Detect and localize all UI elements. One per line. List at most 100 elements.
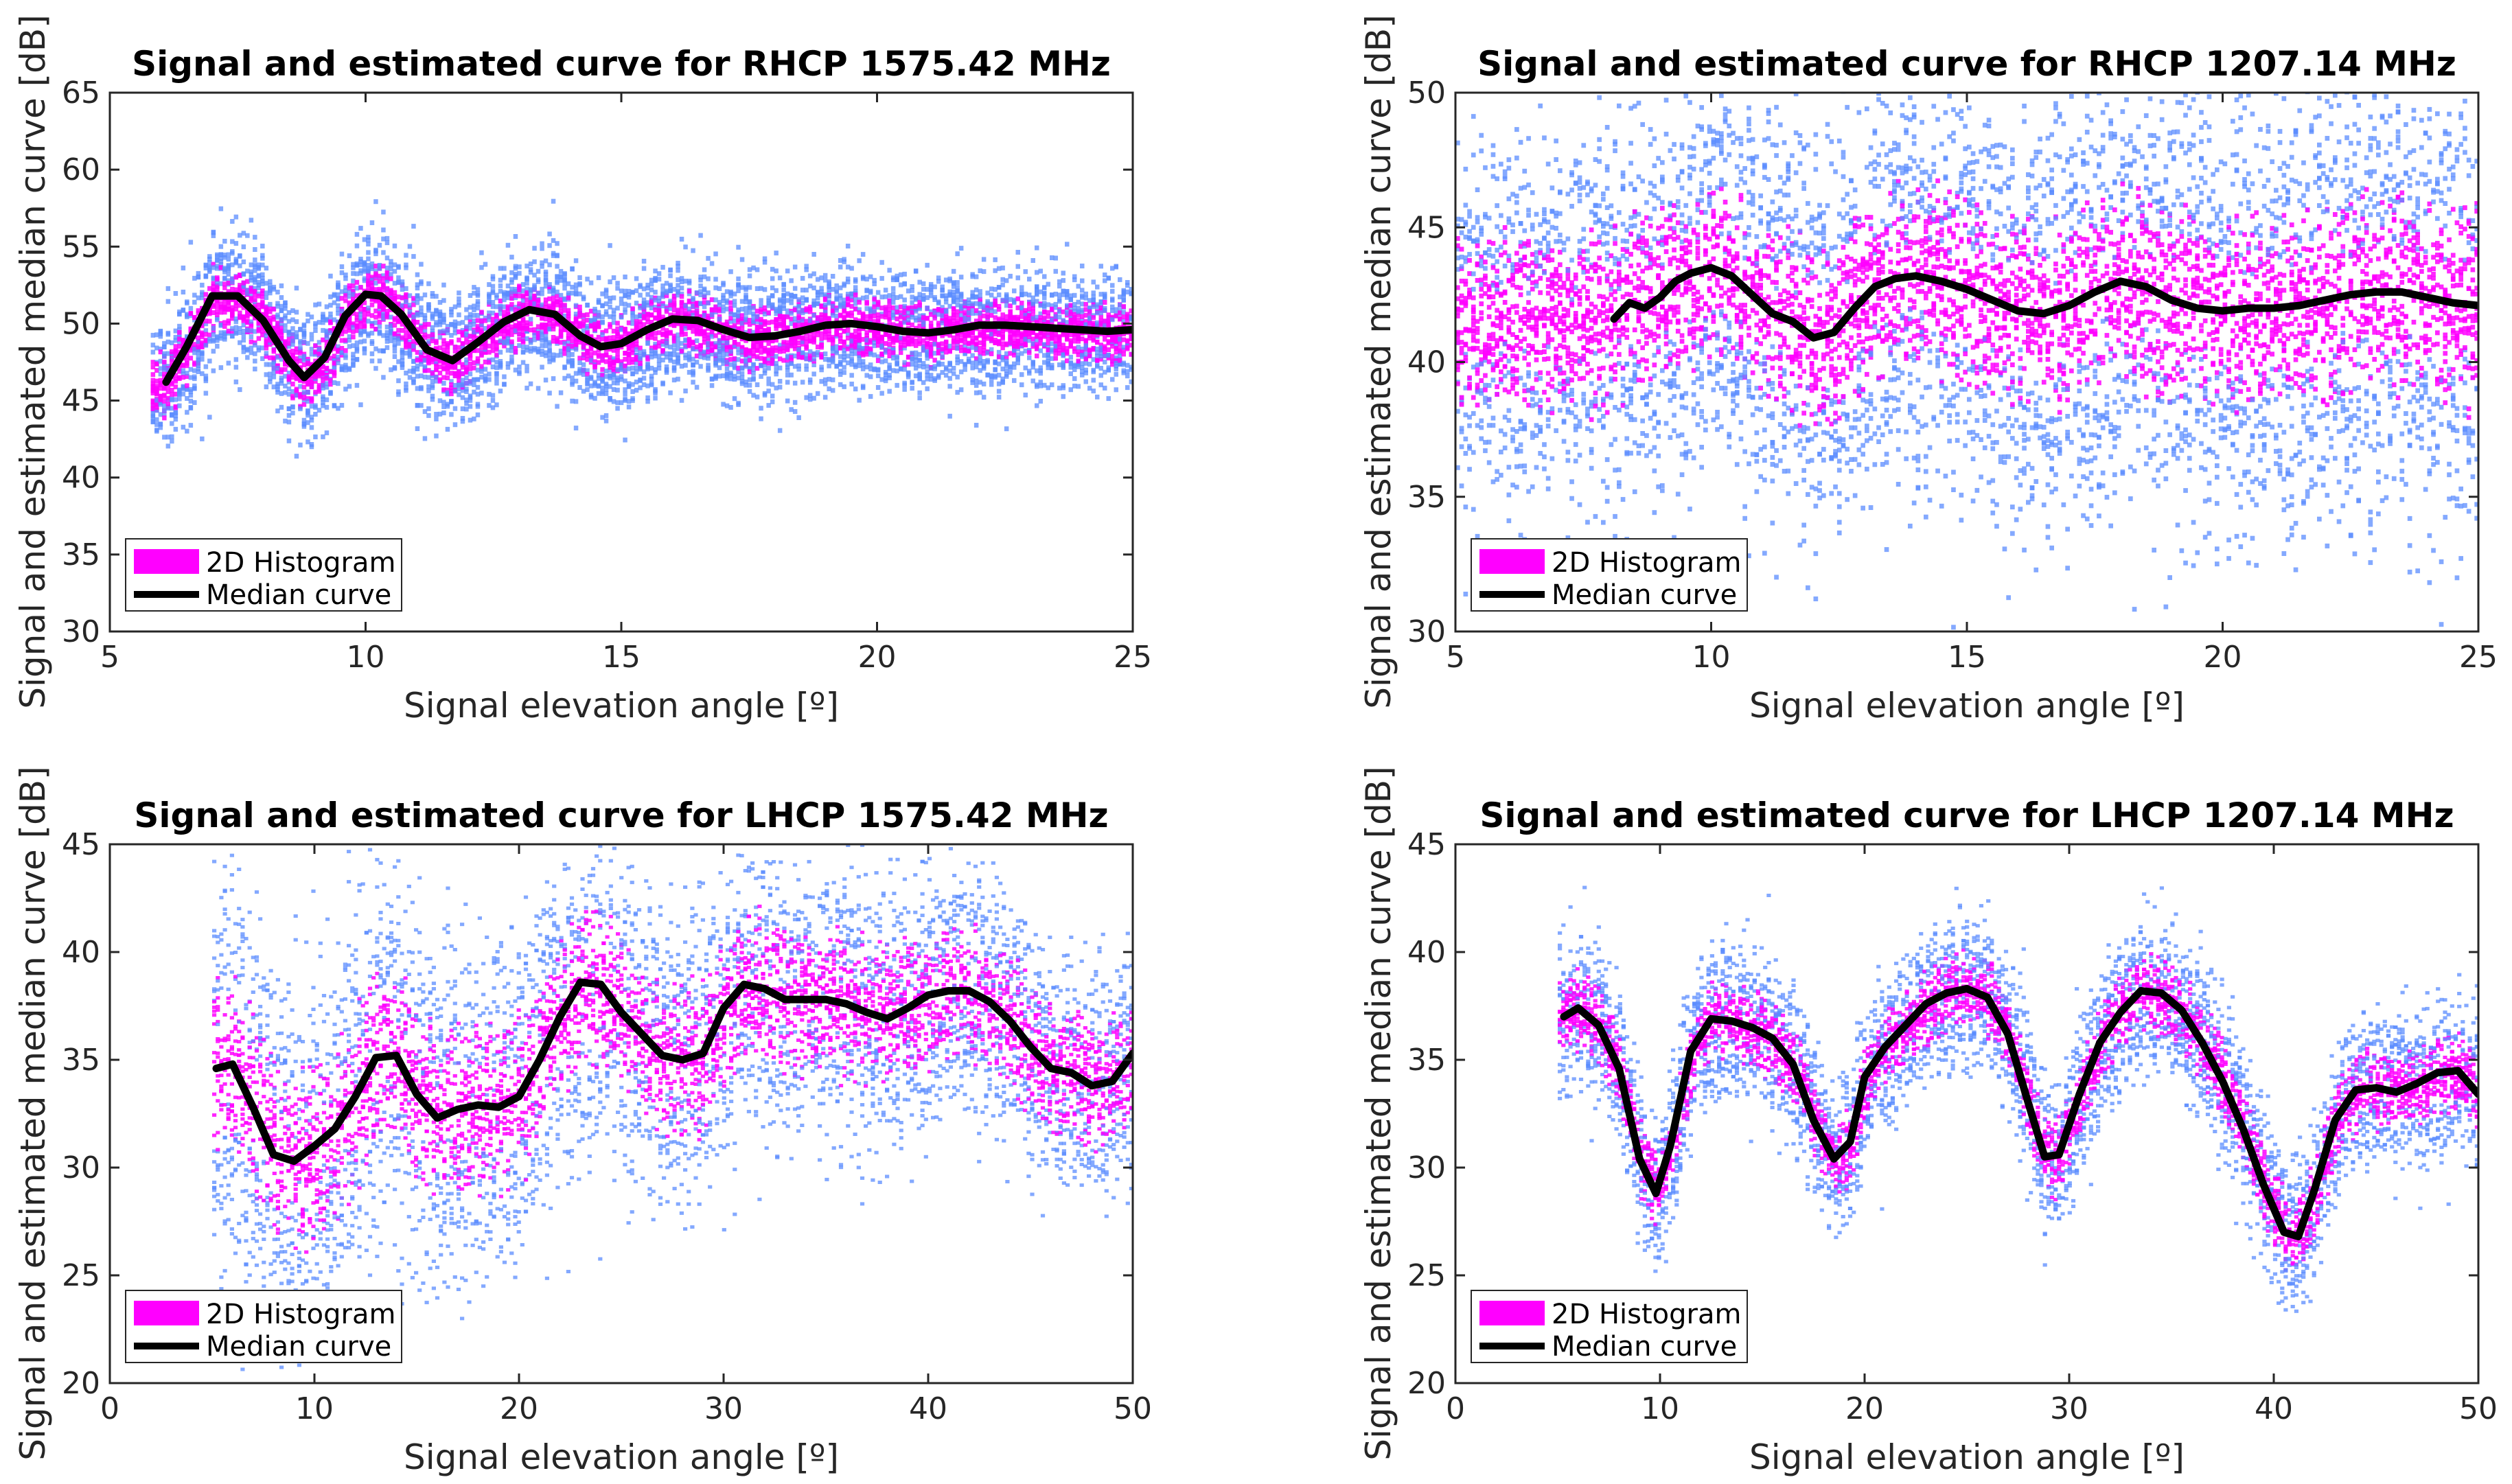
histogram-cell — [468, 393, 473, 399]
histogram-cell — [196, 270, 201, 276]
histogram-cell — [264, 295, 269, 300]
histogram-cell — [800, 350, 805, 356]
histogram-cell — [558, 340, 564, 345]
histogram-cell — [207, 256, 212, 262]
histogram-cell — [170, 421, 174, 426]
histogram-cell — [381, 288, 386, 293]
histogram-cell — [754, 394, 760, 399]
histogram-cell — [822, 331, 828, 336]
histogram-cell — [709, 383, 715, 389]
histogram-cell — [301, 402, 307, 407]
histogram-cell — [721, 292, 726, 298]
histogram-cell — [649, 365, 654, 371]
histogram-cell — [555, 404, 560, 409]
histogram-cell — [619, 314, 624, 320]
histogram-cell — [177, 366, 182, 371]
histogram-cell — [551, 326, 556, 332]
histogram-cell — [611, 399, 617, 404]
histogram-cell — [547, 317, 552, 323]
histogram-cell — [649, 381, 654, 386]
histogram-cell — [656, 366, 662, 371]
histogram-cell — [581, 318, 586, 323]
histogram-cell — [415, 426, 420, 431]
histogram-cell — [389, 325, 393, 331]
histogram-cell — [540, 260, 544, 266]
histogram-cell — [864, 373, 869, 378]
histogram-cell — [668, 306, 673, 312]
histogram-cell — [638, 292, 643, 298]
histogram-cell — [532, 283, 537, 288]
histogram-cell — [392, 323, 397, 328]
histogram-cell — [200, 436, 205, 441]
histogram-cell — [354, 312, 360, 317]
histogram-cell — [351, 278, 356, 283]
histogram-cell — [283, 313, 288, 318]
histogram-cell — [162, 408, 167, 413]
histogram-cell — [426, 356, 431, 361]
histogram-cell — [868, 362, 873, 368]
histogram-cell — [721, 298, 726, 303]
histogram-cell — [253, 286, 257, 291]
histogram-cell — [679, 279, 684, 284]
histogram-cell — [653, 297, 658, 303]
histogram-cell — [396, 275, 401, 281]
histogram-cell — [872, 333, 877, 338]
histogram-cell — [324, 404, 330, 410]
histogram-cell — [196, 275, 201, 280]
histogram-cell — [449, 309, 454, 314]
histogram-cell — [792, 364, 798, 369]
histogram-cell — [774, 323, 779, 328]
histogram-cell — [222, 275, 227, 281]
histogram-cell — [253, 268, 257, 273]
histogram-cell — [849, 345, 854, 350]
histogram-cell — [804, 318, 809, 324]
histogram-cell — [211, 265, 216, 270]
histogram-cell — [207, 358, 212, 364]
histogram-cell — [339, 338, 345, 343]
histogram-cell — [249, 277, 254, 283]
histogram-cell — [218, 265, 224, 270]
histogram-cell — [384, 270, 390, 276]
histogram-cell — [162, 360, 167, 364]
histogram-cell — [351, 283, 356, 288]
histogram-cell — [290, 395, 295, 401]
histogram-cell — [864, 301, 869, 306]
histogram-cell — [336, 311, 341, 316]
histogram-cell — [264, 312, 269, 317]
histogram-cell — [426, 359, 431, 364]
histogram-cell — [203, 343, 209, 348]
histogram-cell — [407, 343, 413, 348]
histogram-cell — [298, 392, 303, 397]
histogram-cell — [766, 358, 771, 363]
histogram-cell — [849, 291, 854, 297]
histogram-cell — [645, 399, 650, 404]
histogram-cell — [608, 360, 612, 366]
histogram-cell — [649, 345, 654, 351]
histogram-cell — [177, 396, 182, 402]
histogram-cell — [535, 335, 541, 340]
histogram-cell — [804, 288, 809, 293]
histogram-cell — [426, 368, 431, 373]
histogram-cell — [226, 252, 231, 257]
histogram-cell — [313, 349, 318, 354]
histogram-cell — [475, 318, 481, 323]
histogram-cell — [203, 274, 209, 279]
histogram-cell — [520, 305, 526, 311]
histogram-cell — [487, 299, 492, 305]
histogram-cell — [211, 288, 216, 293]
histogram-cell — [804, 322, 809, 327]
histogram-cell — [301, 353, 307, 359]
histogram-cell — [472, 329, 476, 335]
histogram-cell — [441, 317, 446, 323]
histogram-cell — [577, 309, 582, 314]
histogram-cell — [517, 364, 522, 370]
histogram-cell — [245, 327, 250, 333]
histogram-cell — [245, 268, 250, 274]
histogram-cell — [457, 300, 461, 305]
histogram-cell — [268, 355, 273, 360]
histogram-cell — [766, 350, 771, 356]
histogram-cell — [170, 358, 174, 364]
histogram-cell — [347, 319, 352, 325]
histogram-cell — [615, 406, 620, 411]
histogram-cell — [596, 353, 601, 359]
